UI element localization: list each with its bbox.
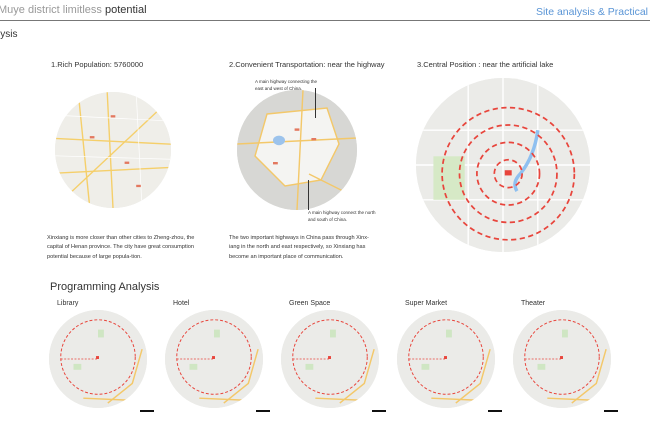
programming-label: Hotel <box>173 300 190 307</box>
central-position-map <box>416 78 590 252</box>
title-light: Muye district limitless <box>0 4 105 16</box>
programming-map <box>49 310 147 408</box>
note-pointer <box>315 88 316 118</box>
scale-bar <box>256 410 270 412</box>
population-description: Xinxiang is more closer than other citie… <box>47 235 195 260</box>
scale-bar <box>604 410 618 412</box>
section-link[interactable]: Site analysis & Practical <box>535 6 648 18</box>
title-dark: potential <box>104 4 147 16</box>
divider <box>0 20 650 21</box>
heading-transportation: 2.Convenient Transportation: near the hi… <box>229 60 385 69</box>
note-pointer <box>308 180 309 210</box>
page-title: Muye district limitless potential <box>0 4 147 16</box>
scale-bar <box>372 410 386 412</box>
heading-population: 1.Rich Population: 5760000 <box>51 60 144 69</box>
programming-map <box>281 310 379 408</box>
transportation-map <box>237 90 357 210</box>
programming-map <box>397 310 495 408</box>
heading-position: 3.Central Position : near the artificial… <box>417 60 554 69</box>
scale-bar <box>488 410 502 412</box>
section-title: lysis <box>0 29 18 40</box>
programming-label: Theater <box>521 300 546 307</box>
programming-map <box>165 310 263 408</box>
population-map <box>55 92 171 208</box>
programming-label: Green Space <box>289 300 331 307</box>
transportation-description: The two important highways in China pass… <box>229 235 369 260</box>
programming-label: Super Market <box>405 300 448 307</box>
highway-note-north-south: A main highway connect the north and sou… <box>308 210 376 222</box>
programming-title: Programming Analysis <box>50 281 160 293</box>
highway-note-east-west: A main highway connecting the east and w… <box>255 79 318 91</box>
programming-map <box>513 310 611 408</box>
scale-bar <box>140 410 154 412</box>
programming-label: Library <box>57 300 79 307</box>
